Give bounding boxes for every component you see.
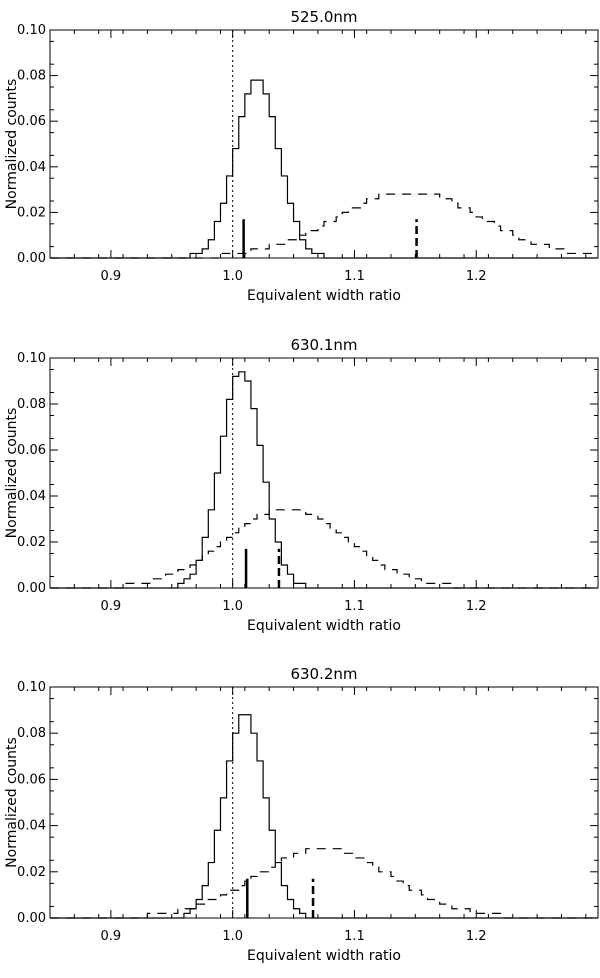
x-tick-label: 1.1 xyxy=(344,599,365,614)
histogram-dashed xyxy=(50,848,598,919)
y-tick-label: 0.00 xyxy=(17,251,46,266)
histogram-solid xyxy=(50,79,598,259)
y-axis-label: Normalized counts xyxy=(4,79,20,210)
y-tick-label: 0.02 xyxy=(17,865,46,880)
x-axis-label: Equivalent width ratio xyxy=(247,288,401,304)
x-tick-label: 1.2 xyxy=(466,929,487,944)
chart-panel-1: 525.0nm 0.00 0.02 0.04 0.06 0.08 0.10 0.9 1.0 1.1… xyxy=(4,8,599,304)
x-tick-label: 0.9 xyxy=(101,929,122,944)
histogram-solid xyxy=(50,371,598,589)
plot-frame xyxy=(49,686,599,919)
x-tick-label: 1.2 xyxy=(466,269,487,284)
y-tick-label: 0.04 xyxy=(17,160,46,175)
y-tick-label: 0.04 xyxy=(17,489,46,504)
x-axis-label: Equivalent width ratio xyxy=(247,948,401,964)
chart-title: 525.0nm xyxy=(290,8,357,26)
y-tick-label: 0.02 xyxy=(17,205,46,220)
y-tick-label: 0.06 xyxy=(17,772,46,787)
y-tick-label: 0.00 xyxy=(17,911,46,926)
y-tick-label: 0.08 xyxy=(17,726,46,741)
x-axis-label: Equivalent width ratio xyxy=(247,618,401,634)
chart-title: 630.2nm xyxy=(290,665,357,683)
x-tick-label: 1.0 xyxy=(222,269,243,284)
y-tick-label: 0.08 xyxy=(17,397,46,412)
y-axis-label: Normalized counts xyxy=(4,737,20,868)
chart-panel-3: 630.2nm 0.00 0.02 0.04 0.06 0.08 0.10 0.9 1.0 1.1… xyxy=(4,665,599,964)
plot-frame xyxy=(49,357,599,589)
y-tick-label: 0.00 xyxy=(17,581,46,596)
y-tick-label: 0.08 xyxy=(17,69,46,84)
x-tick-label: 1.0 xyxy=(222,929,243,944)
x-tick-label: 1.2 xyxy=(466,599,487,614)
x-tick-label: 1.1 xyxy=(344,269,365,284)
y-tick-label: 0.10 xyxy=(17,23,46,38)
histogram-solid xyxy=(50,714,598,919)
x-tick-label: 0.9 xyxy=(101,599,122,614)
y-tick-label: 0.06 xyxy=(17,114,46,129)
x-tick-label: 0.9 xyxy=(101,269,122,284)
y-tick-label: 0.10 xyxy=(17,351,46,366)
y-tick-label: 0.02 xyxy=(17,535,46,550)
y-tick-label: 0.10 xyxy=(17,680,46,695)
chart-title: 630.1nm xyxy=(290,336,357,354)
chart-panel-2: 630.1nm 0.00 0.02 0.04 0.06 0.08 0.10 0.9 1.0 1.1… xyxy=(4,336,599,634)
y-axis-label: Normalized counts xyxy=(4,408,20,539)
y-tick-label: 0.04 xyxy=(17,819,46,834)
y-tick-label: 0.06 xyxy=(17,443,46,458)
histogram-dashed xyxy=(50,509,598,589)
x-tick-label: 1.1 xyxy=(344,929,365,944)
x-tick-label: 1.0 xyxy=(222,599,243,614)
histogram-dashed xyxy=(50,193,598,259)
